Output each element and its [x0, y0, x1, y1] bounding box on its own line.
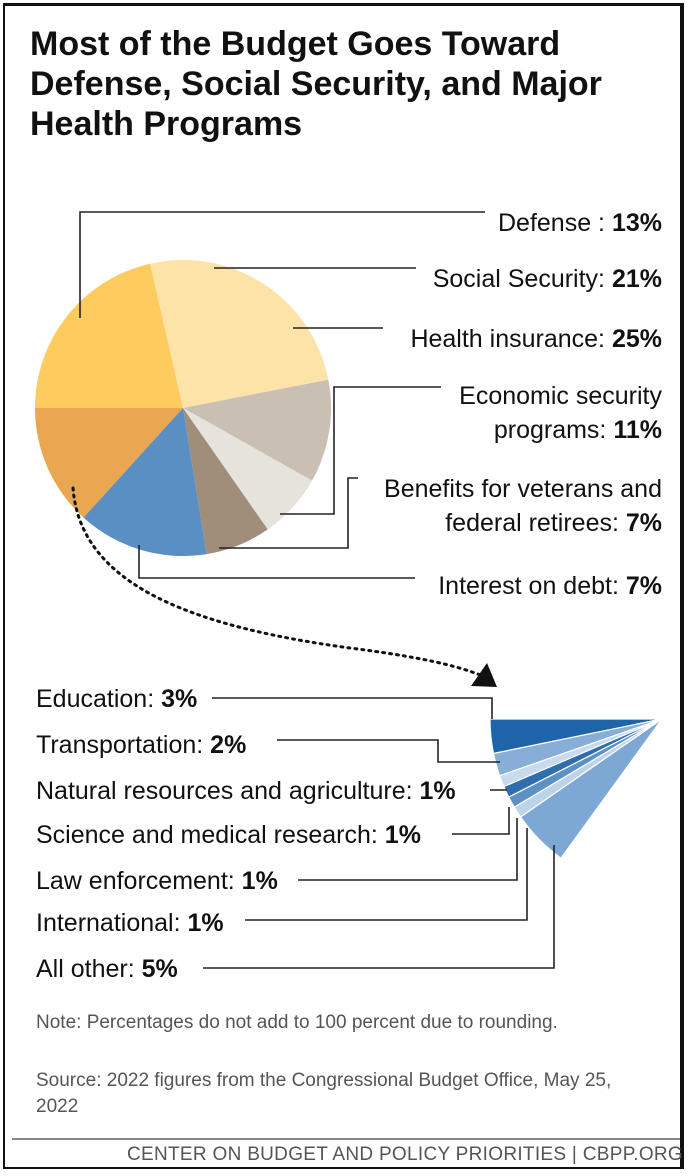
pie-slice-social-security — [35, 263, 183, 408]
label-economic-security-programs: Economic security programs: 11% — [459, 382, 662, 444]
leader-interest-on-debt — [138, 545, 415, 579]
label-natural-resources-and-agriculture: Natural resources and agriculture: 1% — [36, 777, 456, 805]
small-pie — [489, 718, 663, 860]
label-international: International: 1% — [36, 909, 224, 937]
fan-slice-all-other — [519, 718, 663, 860]
chart-title: Most of the Budget Goes Toward Defense, … — [30, 25, 602, 143]
pie-slice-health-insurance — [150, 259, 329, 408]
leader-benefits-for-veterans-and-federal-retirees — [219, 477, 358, 549]
leader-lines — [79, 211, 555, 969]
label-education: Education: 3% — [36, 685, 197, 713]
main-pie — [34, 259, 332, 557]
leader-transportation — [277, 739, 500, 763]
chart-frame — [3, 3, 684, 1169]
footer-rule — [12, 1138, 680, 1140]
label-transportation: Transportation: 2% — [36, 731, 246, 759]
leader-education — [212, 697, 493, 719]
dotted-arrow — [71, 486, 485, 678]
slice-labels: Defense : 13% Social Security: 21% Health … — [36, 209, 662, 983]
pie-slice-economic-security-programs — [183, 379, 332, 481]
leader-science-and-medical-research — [452, 807, 510, 835]
leader-law-enforcement — [298, 818, 518, 881]
arrowhead — [471, 663, 497, 687]
leader-all-other — [203, 845, 555, 969]
footer-credit: CENTER ON BUDGET AND POLICY PRIORITIES |… — [127, 1144, 683, 1165]
label-social-security: Social Security: 21% — [433, 265, 662, 293]
chart-source: Source: 2022 figures from the Congressio… — [36, 1070, 612, 1117]
label-defense: Defense : 13% — [498, 209, 662, 237]
label-all-other: All other: 5% — [36, 955, 178, 983]
chart-note: Note: Percentages do not add to 100 perc… — [36, 1012, 558, 1033]
label-law-enforcement: Law enforcement: 1% — [36, 867, 278, 895]
label-benefits-for-veterans-and-federal-retirees: Benefits for veterans and federal retiree… — [384, 475, 662, 537]
leader-defense — [79, 211, 485, 318]
leader-economic-security-programs — [280, 386, 441, 515]
label-interest-on-debt: Interest on debt: 7% — [438, 572, 662, 600]
pie-slice-interest-on-debt — [183, 408, 268, 555]
label-science-and-medical-research: Science and medical research: 1% — [36, 821, 421, 849]
leader-international — [245, 828, 528, 921]
label-health-insurance: Health insurance: 25% — [410, 325, 662, 353]
pie-slice-other — [83, 408, 207, 557]
pie-slice-benefits-for-veterans-and-federal-retirees — [183, 408, 312, 530]
